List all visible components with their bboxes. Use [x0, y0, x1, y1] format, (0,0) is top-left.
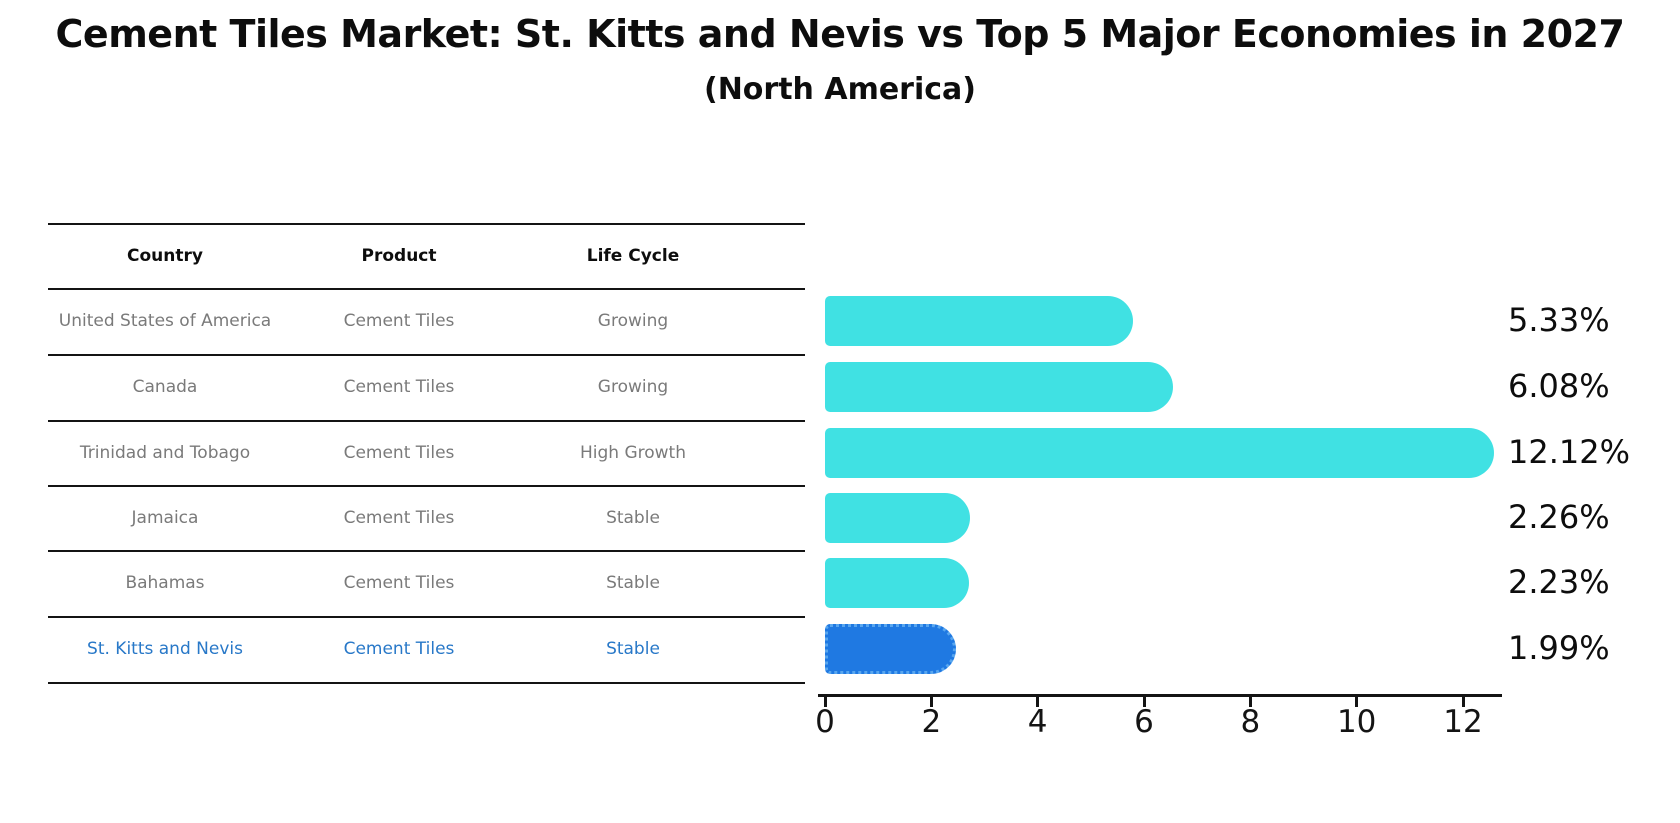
bar: [825, 492, 970, 543]
column-header-life-cycle: Life Cycle: [586, 245, 680, 266]
table-cell-country: United States of America: [58, 311, 272, 331]
bar-value-label: 1.99%: [1508, 629, 1610, 667]
column-header-country: Country: [127, 245, 203, 266]
table-header-row: Country Product Life Cycle: [48, 223, 750, 288]
bar: [825, 362, 1173, 412]
chart-subtitle: (North America): [703, 72, 976, 107]
x-axis-tick-label: 2: [921, 704, 942, 740]
table-cell-country: St. Kitts and Nevis: [87, 639, 243, 659]
table-cell-country: Bahamas: [125, 573, 205, 593]
table-cell-product: Cement Tiles: [343, 311, 455, 331]
table-cell-country: Trinidad and Tobago: [79, 442, 251, 463]
bar: [825, 558, 969, 608]
table-cell-country: Canada: [132, 377, 198, 397]
table-row: Canada Cement Tiles Growing: [48, 354, 750, 420]
chart-title: Cement Tiles Market: St. Kitts and Nevis…: [55, 12, 1625, 56]
x-axis-tick: [1461, 697, 1465, 707]
table-cell-life-cycle: Growing: [597, 377, 669, 397]
bar-value-label: 6.08%: [1508, 367, 1610, 405]
bar-value-label: 2.26%: [1508, 497, 1610, 536]
table-rule: [48, 223, 805, 225]
table-cell-life-cycle: Growing: [597, 311, 669, 331]
table-cell-life-cycle: Stable: [606, 573, 660, 593]
table-rule: [48, 485, 805, 487]
table-cell-product: Cement Tiles: [343, 507, 455, 528]
x-axis-tick-label: 6: [1134, 704, 1154, 740]
table-rule: [48, 354, 805, 356]
table-cell-life-cycle: Stable: [606, 639, 660, 659]
bar-value-label: 5.33%: [1508, 301, 1610, 339]
x-axis-tick-label: 10: [1336, 704, 1377, 740]
table-cell-life-cycle: High Growth: [579, 442, 686, 463]
bar-highlight: [825, 624, 956, 674]
x-axis-tick: [1142, 697, 1146, 707]
table-row: Jamaica Cement Tiles Stable: [48, 485, 750, 550]
bar-value-label: 2.23%: [1508, 563, 1610, 601]
x-axis-line: [818, 694, 1502, 697]
table-cell-product: Cement Tiles: [343, 573, 455, 593]
table-cell-product: Cement Tiles: [343, 639, 455, 659]
table-row: Bahamas Cement Tiles Stable: [48, 550, 750, 616]
bar-value-label: 12.12%: [1508, 432, 1631, 471]
x-axis-tick: [929, 697, 933, 707]
table-cell-country: Jamaica: [131, 507, 199, 528]
table-rule: [48, 616, 805, 618]
x-axis-tick-label: 4: [1027, 704, 1048, 740]
table-rule: [48, 682, 805, 684]
x-axis-tick-label: 12: [1443, 704, 1483, 740]
bar: [825, 427, 1494, 478]
bar: [825, 296, 1133, 346]
table-row: St. Kitts and Nevis Cement Tiles Stable: [48, 616, 750, 682]
column-header-product: Product: [361, 245, 437, 266]
x-axis-tick: [823, 697, 827, 707]
x-axis-tick-label: 0: [815, 704, 835, 740]
table-cell-life-cycle: Stable: [606, 507, 660, 528]
x-axis-tick: [1355, 697, 1359, 707]
table-rule: [48, 550, 805, 552]
x-axis-tick-label: 8: [1240, 704, 1261, 740]
x-axis-tick: [1036, 697, 1040, 707]
table-row: United States of America Cement Tiles Grow…: [48, 288, 750, 354]
table-row: Trinidad and Tobago Cement Tiles High Grow…: [48, 420, 750, 485]
table-cell-product: Cement Tiles: [343, 377, 455, 397]
table-rule: [48, 288, 805, 290]
table-rule: [48, 420, 805, 422]
table-cell-product: Cement Tiles: [343, 442, 455, 463]
x-axis-tick: [1248, 697, 1252, 707]
